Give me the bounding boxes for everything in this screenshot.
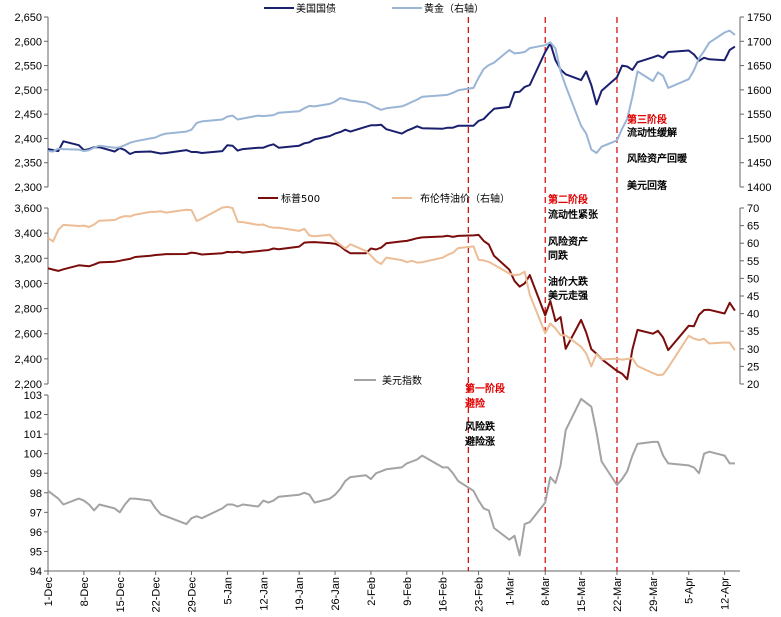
x-tick-label: 12-Apr bbox=[720, 577, 732, 610]
right-tick-label: 1550 bbox=[747, 109, 771, 121]
x-tick-label: 29-Mar bbox=[648, 577, 660, 612]
legend-label-sp500: 标普500 bbox=[281, 192, 320, 205]
x-tick-label: 22-Dec bbox=[151, 577, 163, 613]
left-tick-label: 96 bbox=[30, 527, 42, 539]
x-tick-label: 22-Mar bbox=[612, 577, 624, 612]
right-tick-label: 1400 bbox=[747, 182, 771, 194]
left-tick-label: 2,200 bbox=[14, 379, 42, 391]
left-tick-label: 102 bbox=[24, 410, 42, 422]
left-tick-label: 98 bbox=[30, 488, 42, 500]
series-line-1-0 bbox=[47, 233, 736, 381]
right-tick-label: 30 bbox=[747, 344, 759, 356]
phase3-line1: 流动性缓解 bbox=[627, 126, 677, 139]
series-line-0-1 bbox=[47, 29, 736, 154]
phase2-title: 第二阶段 bbox=[548, 193, 588, 206]
left-tick-label: 2,350 bbox=[14, 158, 42, 170]
right-tick-label: 50 bbox=[747, 273, 759, 285]
axis-ticks: 2,300 2,350 2,400 2,450 2,500 2,550 2,600 2,650… bbox=[14, 12, 771, 612]
plot-frame bbox=[47, 17, 741, 572]
x-tick-label: 26-Jan bbox=[330, 577, 342, 611]
right-tick-label: 1700 bbox=[747, 36, 771, 48]
phase2-line3a: 油价大跌 bbox=[548, 275, 589, 288]
right-tick-label: 60 bbox=[747, 238, 759, 250]
right-tick-label: 1750 bbox=[747, 12, 771, 24]
left-tick-label: 2,550 bbox=[14, 61, 42, 73]
left-tick-label: 3,600 bbox=[14, 203, 42, 215]
phase2-line1: 流动性紧张 bbox=[548, 208, 599, 221]
left-tick-label: 2,800 bbox=[14, 304, 42, 316]
left-tick-label: 2,400 bbox=[14, 354, 42, 366]
right-tick-label: 20 bbox=[747, 379, 759, 391]
right-tick-label: 1500 bbox=[747, 133, 771, 145]
phase3-line2: 风险资产回暖 bbox=[627, 152, 688, 165]
x-tick-label: 8-Dec bbox=[79, 577, 91, 607]
x-tick-label: 16-Feb bbox=[438, 577, 450, 612]
x-tick-label: 12-Jan bbox=[258, 577, 270, 611]
phase2-line2a: 风险资产 bbox=[548, 235, 588, 248]
x-tick-label: 5-Apr bbox=[684, 577, 696, 604]
phase1-line2a: 风险跌 bbox=[465, 420, 496, 433]
x-tick-label: 1-Dec bbox=[43, 577, 55, 607]
left-tick-label: 2,600 bbox=[14, 36, 42, 48]
left-tick-label: 94 bbox=[30, 566, 42, 578]
x-tick-label: 9-Feb bbox=[402, 577, 414, 606]
left-tick-label: 2,600 bbox=[14, 329, 42, 341]
right-tick-label: 1600 bbox=[747, 85, 771, 97]
left-tick-label: 3,000 bbox=[14, 278, 42, 290]
left-tick-label: 2,450 bbox=[14, 109, 42, 121]
legend-label-dxy: 美元指数 bbox=[382, 374, 422, 387]
legend-label-brent: 布伦特油价（右轴） bbox=[420, 192, 510, 205]
left-tick-label: 99 bbox=[30, 468, 42, 480]
left-tick-label: 95 bbox=[30, 546, 42, 558]
right-tick-label: 1650 bbox=[747, 61, 771, 73]
phase-annotations: 第三阶段 流动性缓解 风险资产回暖 美元回落 第二阶段 流动性紧张 风险资产 同… bbox=[464, 113, 688, 448]
phase2-line2b: 同跌 bbox=[548, 249, 569, 262]
legend-label-gold: 黄金（右轴） bbox=[424, 2, 484, 15]
left-tick-label: 101 bbox=[24, 429, 42, 441]
phase1-title: 第一阶段 bbox=[465, 382, 505, 395]
phase3-line3: 美元回落 bbox=[627, 179, 668, 192]
left-tick-label: 2,650 bbox=[14, 12, 42, 24]
phase3-title: 第三阶段 bbox=[627, 113, 667, 126]
series-line-1-1 bbox=[47, 205, 736, 377]
phase-divider-lines bbox=[467, 17, 618, 571]
x-tick-label: 5-Jan bbox=[222, 577, 234, 605]
phase1-line2b: 避险涨 bbox=[464, 435, 495, 448]
series-line-0-0 bbox=[47, 42, 736, 155]
right-tick-label: 65 bbox=[747, 221, 759, 233]
x-tick-label: 1-Mar bbox=[504, 577, 516, 606]
right-tick-label: 45 bbox=[747, 291, 759, 303]
right-tick-label: 1450 bbox=[747, 158, 771, 170]
x-tick-label: 23-Feb bbox=[474, 577, 486, 612]
left-tick-label: 103 bbox=[24, 390, 42, 402]
right-tick-label: 35 bbox=[747, 326, 759, 338]
x-tick-label: 2-Feb bbox=[366, 577, 378, 606]
legend-label-treasury: 美国国债 bbox=[296, 2, 336, 15]
series-lines bbox=[47, 29, 736, 557]
left-tick-label: 2,500 bbox=[14, 85, 42, 97]
x-tick-label: 8-Mar bbox=[540, 577, 552, 606]
left-tick-label: 2,400 bbox=[14, 133, 42, 145]
left-tick-label: 2,300 bbox=[14, 182, 42, 194]
right-tick-label: 70 bbox=[747, 203, 759, 215]
left-tick-label: 100 bbox=[24, 449, 42, 461]
right-tick-label: 40 bbox=[747, 309, 759, 321]
series-line-2-0 bbox=[47, 397, 735, 557]
legends: 美国国债 黄金（右轴） 标普500 布伦特油价（右轴） 美元指数 bbox=[258, 2, 510, 387]
left-tick-label: 3,200 bbox=[14, 253, 42, 265]
x-tick-label: 15-Mar bbox=[576, 577, 588, 612]
right-tick-label: 25 bbox=[747, 361, 759, 373]
left-tick-label: 97 bbox=[30, 507, 42, 519]
phase1-line1: 避险 bbox=[464, 397, 486, 410]
right-tick-label: 55 bbox=[747, 256, 759, 268]
x-tick-label: 19-Jan bbox=[294, 577, 306, 611]
phase2-line3b: 美元走强 bbox=[548, 289, 588, 302]
left-tick-label: 3,400 bbox=[14, 228, 42, 240]
x-tick-label: 29-Dec bbox=[187, 577, 199, 613]
x-tick-label: 15-Dec bbox=[115, 577, 127, 613]
